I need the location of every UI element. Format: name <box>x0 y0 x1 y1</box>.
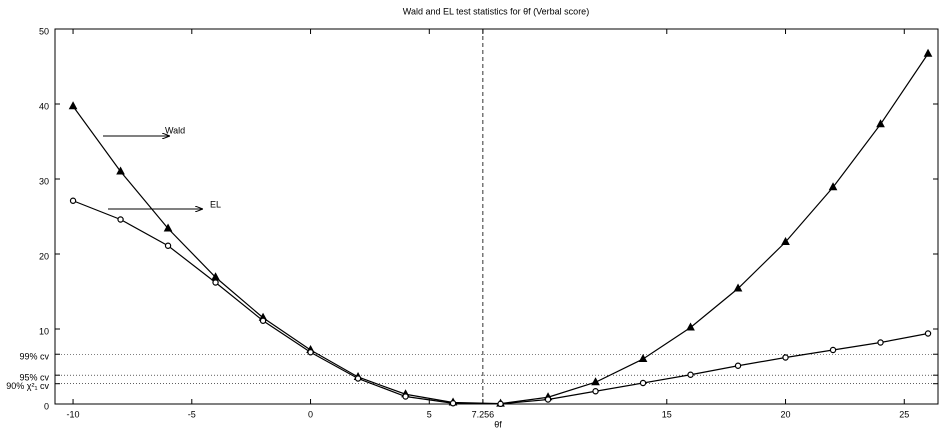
y-tick-label: 50 <box>39 26 49 36</box>
x-tick-label: 20 <box>781 409 791 419</box>
y-tick-label: 30 <box>39 176 49 186</box>
marker <box>544 396 552 403</box>
y-tick-label: 20 <box>39 251 49 261</box>
y-tick-label: 99% cv <box>19 352 49 362</box>
x-tick-label: 0 <box>308 409 313 419</box>
marker <box>449 400 457 407</box>
marker <box>781 236 790 245</box>
y-tick-label: 10 <box>39 326 49 336</box>
marker <box>69 197 77 204</box>
marker <box>259 317 267 324</box>
marker <box>117 216 124 223</box>
marker <box>639 379 647 387</box>
marker <box>734 362 742 369</box>
marker <box>638 353 648 362</box>
x-tick-label: 25 <box>899 409 909 419</box>
x-tick-label: 7.256 <box>472 409 495 419</box>
marker <box>687 371 694 378</box>
x-axis-label: θf <box>494 419 502 429</box>
marker <box>164 242 172 249</box>
marker <box>354 375 362 382</box>
marker <box>116 166 125 175</box>
x-tick-label: 15 <box>662 409 672 419</box>
marker <box>68 101 78 110</box>
marker <box>686 322 695 331</box>
marker <box>212 279 219 286</box>
marker <box>307 349 314 356</box>
marker <box>592 388 599 395</box>
chart-title: Wald and EL test statistics for θf (Verb… <box>403 6 589 16</box>
y-tick-label: 0 <box>44 401 49 411</box>
marker <box>497 400 504 408</box>
x-tick-label: 5 <box>427 409 432 419</box>
annotation: Wald <box>165 125 185 135</box>
marker <box>782 354 789 361</box>
y-tick-label: 95% cv <box>19 373 49 383</box>
marker <box>876 119 885 128</box>
x-tick-label: -10 <box>67 409 80 419</box>
marker <box>828 182 838 191</box>
marker <box>402 393 409 400</box>
y-tick-label: 90% χ²₁ cv <box>6 381 49 391</box>
marker <box>923 48 933 57</box>
marker <box>163 223 173 232</box>
marker <box>829 346 837 354</box>
marker <box>924 330 932 337</box>
marker <box>591 377 600 386</box>
y-tick-label: 40 <box>39 101 49 111</box>
marker <box>877 339 884 346</box>
marker <box>733 283 743 292</box>
annotation: EL <box>210 199 221 209</box>
x-tick-label: -5 <box>188 409 196 419</box>
